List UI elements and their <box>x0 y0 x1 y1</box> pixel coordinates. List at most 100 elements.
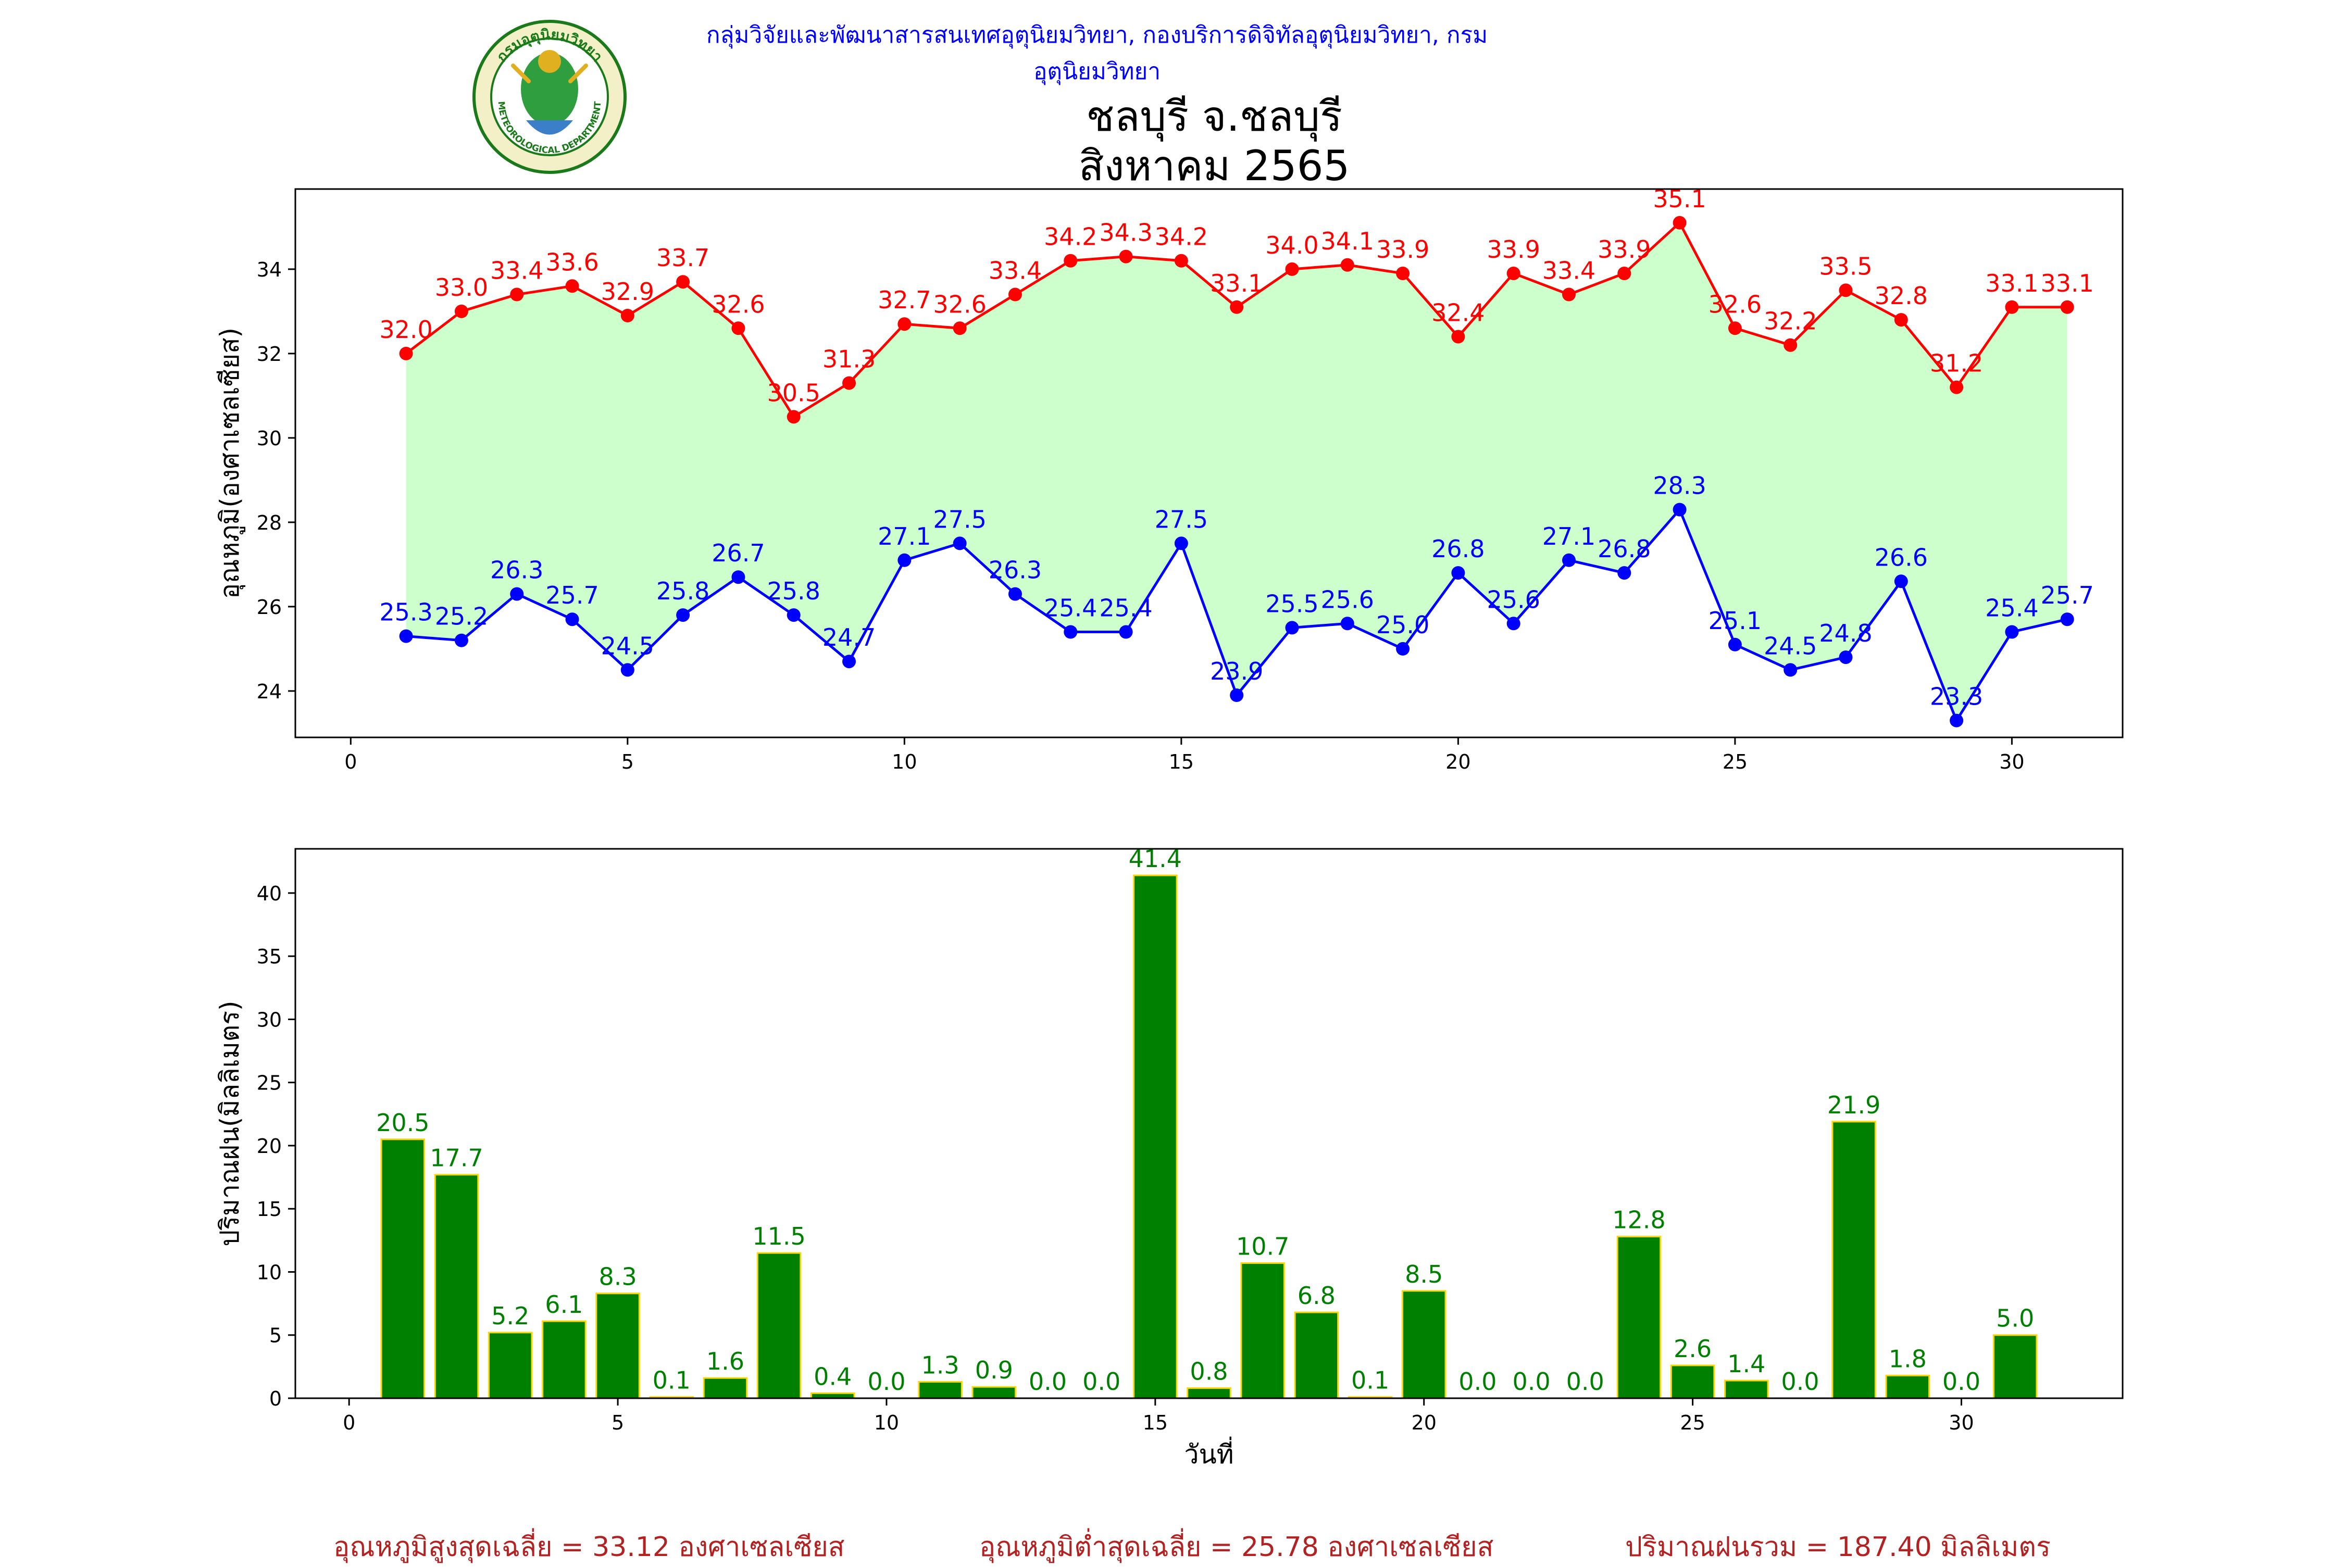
max-temperature-label: 33.1 <box>1985 269 2038 297</box>
max-temperature-label: 33.4 <box>989 257 1042 285</box>
average-min-temperature: อุณหภูมิต่ำสุดเฉลี่ย = 25.78 องศาเซลเซีย… <box>979 1532 1494 1563</box>
rainfall-label: 0.1 <box>653 1366 691 1395</box>
min-temperature-point <box>565 612 579 626</box>
temperature-panel: 32.033.033.4 33.632.933.732.630.531.332.7… <box>215 185 2124 773</box>
x-tick-label: 5 <box>621 750 634 773</box>
rainfall-label: 0.0 <box>1029 1368 1067 1396</box>
x-tick-label: 10 <box>892 750 917 773</box>
rainfall-label: 0.0 <box>1512 1368 1550 1396</box>
rainfall-bar <box>434 1174 479 1399</box>
max-temperature-point <box>1064 254 1078 268</box>
max-temperature-point <box>2060 300 2074 314</box>
rainfall-panel: 20.517.7 5.2 6.1 8.3 0.1 1.6 11.5 0.4 0.0 1.3 0.9 0… <box>215 845 2124 1470</box>
x-tick-label: 0 <box>343 1411 355 1434</box>
rainfall-bar <box>380 1138 426 1399</box>
max-temperature-point <box>1230 300 1244 314</box>
max-temperature-label: 32.6 <box>933 290 986 318</box>
rainfall-label: 1.6 <box>706 1347 744 1375</box>
max-temperature-point <box>1784 338 1798 352</box>
x-tick-label: 25 <box>1723 750 1748 773</box>
max-temperature-point <box>676 275 690 289</box>
rainfall-label: 1.4 <box>1727 1350 1765 1378</box>
min-temperature-label: 25.5 <box>1265 589 1318 618</box>
max-temperature-point <box>842 376 856 390</box>
min-temperature-point <box>842 655 856 669</box>
average-max-temperature: อุณหภูมิสูงสุดเฉลี่ย = 33.12 องศาเซลเซีย… <box>333 1532 845 1563</box>
max-temperature-label: 32.8 <box>1875 282 1928 310</box>
max-temperature-label: 34.2 <box>1044 223 1097 251</box>
min-temperature-point <box>953 536 967 550</box>
max-temperature-label: 30.5 <box>767 379 820 407</box>
min-temperature-point <box>676 608 690 622</box>
y-tick-label: 30 <box>257 1008 282 1031</box>
x-tick-label: 15 <box>1143 1411 1168 1434</box>
y-tick-label: 15 <box>257 1198 282 1221</box>
min-temperature-label: 26.8 <box>1598 535 1651 563</box>
min-temperature-label: 24.8 <box>1819 619 1872 647</box>
rainfall-label: 0.0 <box>1566 1368 1604 1396</box>
x-tick-label: 20 <box>1445 750 1470 773</box>
rainfall-label: 5.0 <box>1996 1304 2034 1333</box>
rainfall-label: 8.3 <box>599 1263 637 1291</box>
min-temperature-label: 25.1 <box>1709 607 1762 635</box>
max-temperature-point <box>897 317 912 331</box>
min-temperature-point <box>1894 574 1908 588</box>
max-temperature-point <box>1506 267 1520 280</box>
max-temperature-label: 32.9 <box>601 278 654 306</box>
rainfall-bar <box>971 1386 1017 1399</box>
y-tick-label: 10 <box>257 1261 282 1284</box>
y-tick-label: 34 <box>257 258 282 281</box>
rainfall-label: 0.8 <box>1190 1358 1228 1386</box>
max-temperature-label: 34.1 <box>1321 227 1374 255</box>
max-temperature-point <box>1894 313 1908 327</box>
x-tick-label: 30 <box>1999 750 2024 773</box>
department-caption: กลุ่มวิจัยและพัฒนาสารสนเทศอุตุนิยมวิทยา,… <box>706 22 1488 85</box>
min-temperature-point <box>2005 625 2019 639</box>
max-temperature-point <box>1673 216 1687 230</box>
min-temperature-label: 25.8 <box>656 577 709 605</box>
min-temperature-label: 24.5 <box>1764 632 1817 660</box>
max-temperature-label: 32.2 <box>1764 307 1817 335</box>
rainfall-y-axis-label: ปริมาณฝน(มิลลิเมตร) <box>215 1000 245 1246</box>
min-temperature-point <box>1451 566 1465 580</box>
max-temperature-label: 33.9 <box>1376 235 1429 264</box>
max-temperature-point <box>953 321 967 335</box>
rainfall-bar <box>1992 1334 2038 1399</box>
min-temperature-point <box>731 570 745 584</box>
min-temperature-point <box>1285 621 1299 635</box>
y-tick-label: 35 <box>257 945 282 968</box>
rainfall-label: 2.6 <box>1674 1335 1712 1363</box>
max-temperature-point <box>1119 249 1133 264</box>
max-temperature-point <box>1008 287 1022 302</box>
rainfall-label: 6.8 <box>1298 1282 1336 1310</box>
min-temperature-point <box>1728 637 1742 651</box>
max-temperature-label: 33.6 <box>545 248 599 276</box>
max-temperature-point <box>1174 254 1188 268</box>
x-tick-label: 20 <box>1412 1411 1437 1434</box>
min-temperature-point <box>1562 553 1576 567</box>
max-temperature-label: 33.9 <box>1487 235 1540 264</box>
x-tick-label: 30 <box>1949 1411 1974 1434</box>
max-temperature-point <box>787 410 801 424</box>
max-temperature-label: 32.7 <box>878 286 931 314</box>
rainfall-label: 10.7 <box>1236 1232 1289 1260</box>
rainfall-bar <box>1187 1387 1231 1399</box>
rainfall-label: 0.1 <box>1351 1366 1389 1395</box>
max-temperature-point <box>565 279 579 293</box>
max-temperature-label: 31.2 <box>1930 349 1983 378</box>
max-temperature-label: 32.6 <box>712 290 765 318</box>
max-temperature-point <box>1950 380 1964 394</box>
total-rainfall: ปริมาณฝนรวม = 187.40 มิลลิเมตร <box>1625 1532 2051 1563</box>
min-temperature-point <box>1839 650 1853 664</box>
max-temperature-point <box>731 321 745 335</box>
min-temperature-point <box>1119 625 1133 639</box>
min-temperature-point <box>1064 625 1078 639</box>
y-tick-label: 5 <box>269 1324 282 1347</box>
rainfall-label: 21.9 <box>1827 1091 1880 1119</box>
min-temperature-label: 25.0 <box>1376 611 1429 639</box>
y-tick-label: 20 <box>257 1135 282 1158</box>
rainfall-bar <box>1401 1290 1447 1399</box>
min-temperature-point <box>1008 587 1022 601</box>
rainfall-label: 11.5 <box>752 1222 805 1250</box>
min-temperature-point <box>620 663 634 677</box>
